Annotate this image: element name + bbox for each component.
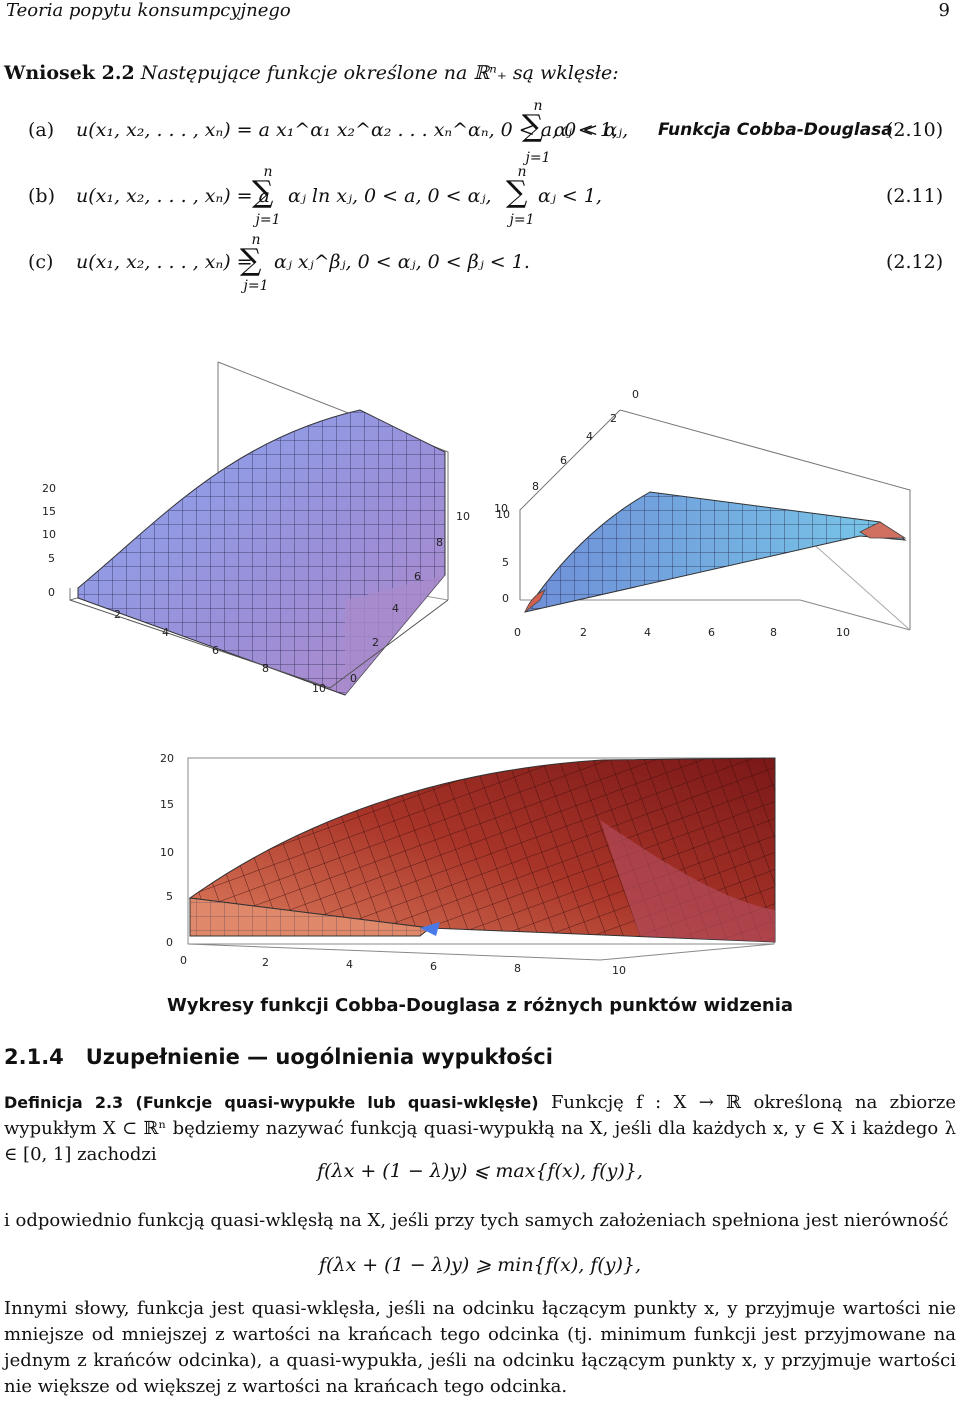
tick-label: 6	[560, 454, 567, 467]
tick-label: 8	[262, 662, 269, 675]
equation-name: Funkcja Cobba-Douglasa	[658, 120, 893, 140]
tick-label: 4	[644, 626, 651, 639]
section-number: 2.1.4	[4, 1045, 64, 1069]
tick-label: 8	[436, 536, 443, 549]
equation-number: (2.12)	[886, 251, 944, 273]
tick-label: 4	[346, 958, 353, 971]
tick-label: 2	[610, 412, 617, 425]
tick-label: 4	[162, 626, 169, 639]
tick-label: 6	[414, 570, 421, 583]
page-number: 9	[938, 0, 950, 21]
sum-upper: n	[251, 232, 261, 248]
definition-mid-text: i odpowiednio funkcją quasi-wklęsłą na X…	[4, 1210, 949, 1231]
tick-label: 4	[392, 602, 399, 615]
tick-label: 0	[514, 626, 521, 639]
bottom-x-axis-labels: 0 2 4 6 8 10	[180, 954, 626, 977]
sum-lower: j=1	[509, 212, 535, 228]
corollary: Wniosek 2.2 Następujące funkcje określon…	[4, 62, 619, 84]
tick-label: 6	[212, 644, 219, 657]
sum-lower: j=1	[243, 278, 269, 294]
equation-quasi-concave: f(λx + (1 − λ)y) ⩾ min{f(x), f(y)},	[318, 1254, 642, 1276]
left-x-axis-labels: 2 4 6 8 10	[114, 608, 326, 695]
sum-lower: j=1	[255, 212, 281, 228]
section-title: Uzupełnienie — uogólnienia wypukłości	[85, 1045, 553, 1069]
tick-label: 0	[350, 672, 357, 685]
cobb-douglas-plots: 20 15 10 5 0 2 4 6 8 10 10 8 6 4 2 0	[42, 361, 911, 977]
tick-label: 10	[496, 508, 510, 521]
tick-label: 10	[836, 626, 850, 639]
tick-label: 5	[502, 556, 509, 569]
right-bottom-axis-labels: 0 2 4 6 8 10	[514, 626, 850, 639]
right-top-axis-labels: 0 2 4 6 8 10	[496, 388, 639, 521]
tick-label: 10	[494, 502, 508, 515]
tick-label: 2	[580, 626, 587, 639]
tick-label: 0	[180, 954, 187, 967]
figure-caption: Wykresy funkcji Cobba-Douglasa z różnych…	[166, 995, 794, 1016]
equation-formula: u(x₁, x₂, . . . , xₙ) = a	[76, 185, 270, 207]
plot-left: 20 15 10 5 0 2 4 6 8 10 10 8 6 4 2 0	[42, 361, 470, 696]
sum-sign: ∑	[506, 175, 528, 210]
equation-mid: αⱼ xⱼ^βⱼ, 0 < αⱼ, 0 < βⱼ < 1.	[274, 251, 530, 273]
definition-title: (Funkcje quasi-wypukłe lub quasi-wklęsłe…	[135, 1093, 539, 1112]
plot-bottom: 20 15 10 5 0 0 2 4 6 8 10	[160, 752, 776, 977]
tick-label: 20	[160, 752, 174, 765]
equation-mid: αⱼ ln xⱼ, 0 < a, 0 < αⱼ,	[288, 185, 492, 207]
corollary-text: Następujące funkcje określone na ℝⁿ₊ są …	[140, 62, 619, 84]
left-y-axis-labels: 10 8 6 4 2 0	[350, 510, 470, 685]
tick-label: 6	[708, 626, 715, 639]
equation-tail: αⱼ < 1,	[538, 185, 602, 207]
running-header-title: Teoria popytu konsumpcyjnego	[6, 0, 291, 21]
tick-label: 4	[586, 430, 593, 443]
tick-label: 5	[48, 552, 55, 565]
sum-upper: n	[533, 98, 543, 114]
equation-item-label: (c)	[28, 251, 54, 273]
plot-right: 0 2 4 6 8 10 10 5 0 0 2 4 6 8 10	[494, 388, 911, 639]
tick-label: 6	[430, 960, 437, 973]
tick-label: 10	[160, 846, 174, 859]
tick-label: 0	[48, 586, 55, 599]
sum-sign: ∑	[252, 175, 274, 210]
definition-label: Definicja 2.3	[4, 1093, 124, 1112]
left-z-axis-labels: 20 15 10 5 0	[42, 482, 56, 599]
sum-upper: n	[517, 164, 527, 180]
section-heading: 2.1.4 Uzupełnienie — uogólnienia wypukło…	[4, 1045, 553, 1069]
definition-line1: Funkcję f : X → ℝ określoną na zbiorze w…	[4, 1092, 957, 1139]
tick-label: 2	[114, 608, 121, 621]
equation-tail: αⱼ < 1,	[554, 119, 618, 141]
tick-label: 20	[42, 482, 56, 495]
tick-label: 15	[42, 505, 56, 518]
sum-sign: ∑	[240, 243, 262, 278]
tick-label: 10	[612, 964, 626, 977]
tick-label: 8	[770, 626, 777, 639]
tick-label: 0	[502, 592, 509, 605]
equation-number: (2.10)	[886, 119, 944, 141]
tick-label: 0	[166, 936, 173, 949]
tick-label: 10	[42, 528, 56, 541]
tick-label: 2	[372, 636, 379, 649]
sum-sign: ∑	[522, 109, 544, 144]
equation-number: (2.11)	[886, 185, 944, 207]
equation-item-label: (a)	[28, 119, 55, 141]
tick-label: 5	[166, 890, 173, 903]
tick-label: 10	[312, 682, 326, 695]
definition-line2: X ⊂ ℝⁿ będziemy nazywać funkcją quasi-wy…	[4, 1118, 956, 1165]
tick-label: 2	[262, 956, 269, 969]
sum-lower: j=1	[525, 150, 551, 166]
corollary-label: Wniosek 2.2	[4, 62, 135, 84]
tick-label: 10	[456, 510, 470, 523]
equation-item-label: (b)	[28, 185, 55, 207]
explanation-paragraph: Innymi słowy, funkcja jest quasi-wklęsła…	[4, 1298, 956, 1397]
bottom-z-axis-labels: 20 15 10 5 0	[160, 752, 174, 949]
equation-formula: u(x₁, x₂, . . . , xₙ) = a x₁^α₁ x₂^α₂ . …	[76, 119, 629, 141]
right-z-axis-labels: 10 5 0	[494, 502, 509, 605]
sum-upper: n	[263, 164, 273, 180]
tick-label: 8	[514, 962, 521, 975]
tick-label: 15	[160, 798, 174, 811]
equation-quasi-convex: f(λx + (1 − λ)y) ⩽ max{f(x), f(y)},	[317, 1160, 643, 1182]
tick-label: 0	[632, 388, 639, 401]
tick-label: 8	[532, 480, 539, 493]
equation-formula: u(x₁, x₂, . . . , xₙ) =	[76, 251, 253, 273]
definition-block: Definicja 2.3 (Funkcje quasi-wypukłe lub…	[4, 1090, 956, 1168]
